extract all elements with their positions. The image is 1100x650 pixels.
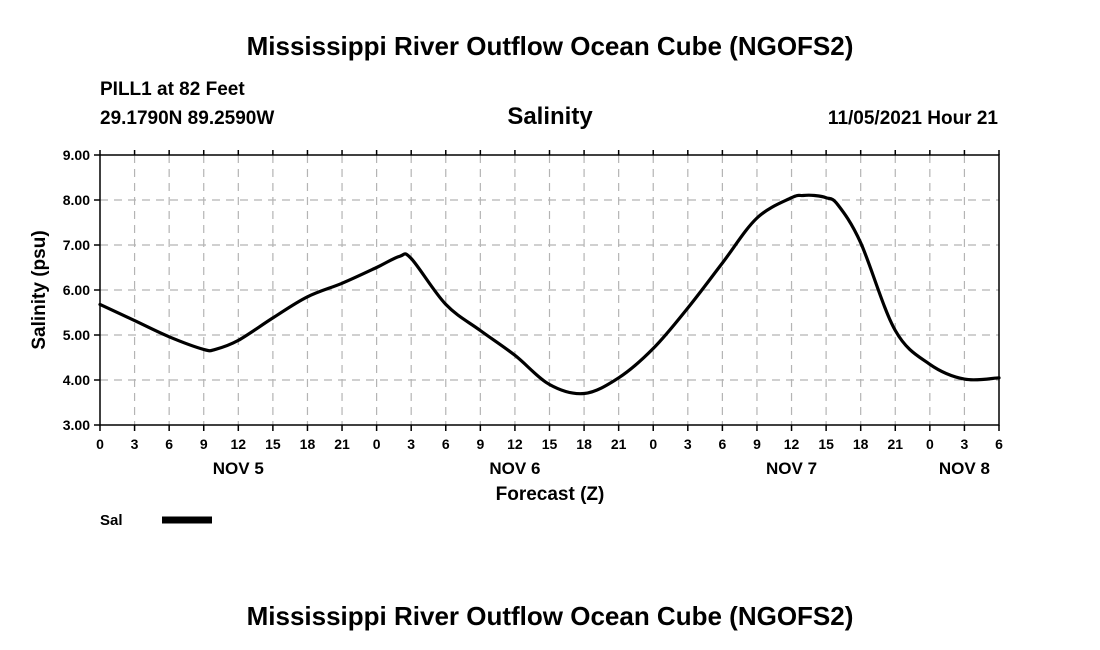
x-tick-label: 9 [476, 436, 484, 452]
chart-title: Salinity [507, 103, 593, 130]
x-tick-label: 9 [753, 436, 761, 452]
x-tick-label: 0 [373, 436, 381, 452]
day-label: NOV 6 [489, 459, 540, 478]
station-label: PILL1 at 82 Feet [100, 79, 245, 100]
y-tick-label: 8.00 [63, 192, 90, 208]
x-tick-label: 9 [200, 436, 208, 452]
x-tick-label: 3 [684, 436, 692, 452]
y-tick-label: 9.00 [63, 147, 90, 163]
x-tick-label: 0 [926, 436, 934, 452]
x-tick-label: 6 [442, 436, 450, 452]
y-tick-label: 3.00 [63, 417, 90, 433]
y-tick-label: 6.00 [63, 282, 90, 298]
day-label: NOV 5 [213, 459, 264, 478]
x-tick-label: 21 [611, 436, 627, 452]
x-tick-label: 3 [407, 436, 415, 452]
x-tick-label: 15 [542, 436, 558, 452]
grid-lines [100, 155, 999, 425]
x-tick-label: 15 [818, 436, 834, 452]
coordinates-label: 29.1790N 89.2590W [100, 108, 274, 129]
x-tick-label: 6 [165, 436, 173, 452]
salinity-series-line [98, 193, 1001, 396]
x-tick-label: 18 [853, 436, 869, 452]
x-tick-label: 18 [300, 436, 316, 452]
y-axis-label: Salinity (psu) [29, 230, 50, 349]
x-tick-label: 3 [961, 436, 969, 452]
legend-label: Sal [100, 512, 123, 529]
x-tick-label: 0 [649, 436, 657, 452]
x-axis-label: Forecast (Z) [496, 484, 605, 505]
x-tick-label: 3 [131, 436, 139, 452]
x-tick-label: 6 [995, 436, 1003, 452]
footer-title: Mississippi River Outflow Ocean Cube (NG… [247, 601, 854, 631]
x-tick-label: 0 [96, 436, 104, 452]
day-label: NOV 8 [939, 459, 990, 478]
x-tick-label: 21 [334, 436, 350, 452]
x-tick-label: 12 [507, 436, 523, 452]
x-tick-label: 6 [718, 436, 726, 452]
x-tick-label: 21 [887, 436, 903, 452]
x-tick-label: 12 [231, 436, 247, 452]
page-title: Mississippi River Outflow Ocean Cube (NG… [247, 31, 854, 61]
forecast-datetime: 11/05/2021 Hour 21 [828, 108, 998, 129]
x-tick-label: 12 [784, 436, 800, 452]
y-tick-label: 5.00 [63, 327, 90, 343]
y-tick-label: 7.00 [63, 237, 90, 253]
x-tick-label: 15 [265, 436, 281, 452]
y-axis: 3.00 4.00 5.00 6.00 7.00 8.00 9.00 [63, 147, 100, 433]
x-tick-label: 18 [576, 436, 592, 452]
day-labels: NOV 5 NOV 6 NOV 7 NOV 8 [213, 459, 990, 478]
day-label: NOV 7 [766, 459, 817, 478]
y-tick-label: 4.00 [63, 372, 90, 388]
x-axis: 0 3 6 9 12 15 18 21 0 3 6 9 12 15 18 21 0 3 6 9 12 15 18 21 0 3 6 [96, 150, 1003, 452]
